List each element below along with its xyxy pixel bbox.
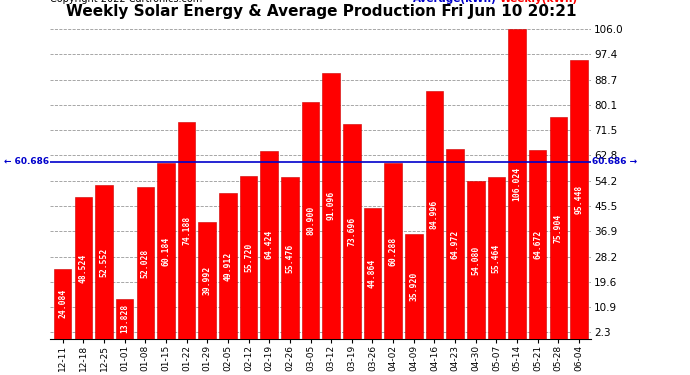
Text: 64.424: 64.424 (265, 230, 274, 260)
Text: 52.028: 52.028 (141, 248, 150, 278)
Title: Weekly Solar Energy & Average Production Fri Jun 10 20:21: Weekly Solar Energy & Average Production… (66, 4, 576, 19)
Text: 95.448: 95.448 (575, 185, 584, 214)
Text: 55.476: 55.476 (286, 243, 295, 273)
Text: 24.084: 24.084 (58, 289, 67, 318)
Text: 44.864: 44.864 (368, 259, 377, 288)
Bar (529, 150, 546, 339)
Bar (240, 176, 257, 339)
Bar (364, 208, 382, 339)
Text: 52.552: 52.552 (99, 248, 108, 277)
Text: 35.920: 35.920 (409, 272, 418, 301)
Bar (116, 298, 133, 339)
Bar (75, 197, 92, 339)
Bar (178, 122, 195, 339)
Bar (199, 222, 216, 339)
Text: 84.996: 84.996 (430, 200, 439, 230)
Bar (219, 193, 237, 339)
Text: 54.080: 54.080 (471, 245, 480, 274)
Bar (137, 187, 154, 339)
Bar (467, 181, 484, 339)
Text: 91.096: 91.096 (326, 191, 335, 220)
Bar (570, 60, 588, 339)
Bar (405, 234, 422, 339)
Text: 55.720: 55.720 (244, 243, 253, 272)
Text: ← 60.686: ← 60.686 (4, 157, 49, 166)
Text: 106.024: 106.024 (513, 167, 522, 201)
Bar (343, 123, 361, 339)
Bar (302, 102, 319, 339)
Bar (157, 163, 175, 339)
Text: 13.828: 13.828 (120, 304, 129, 333)
Text: 60.184: 60.184 (161, 236, 170, 266)
Text: 39.992: 39.992 (203, 266, 212, 295)
Text: Copyright 2022 Cartronics.com: Copyright 2022 Cartronics.com (50, 0, 203, 4)
Bar (446, 149, 464, 339)
Bar (54, 268, 72, 339)
Text: 49.912: 49.912 (224, 251, 233, 280)
Bar (322, 73, 340, 339)
Bar (281, 177, 299, 339)
Text: 73.696: 73.696 (347, 217, 356, 246)
Text: 48.524: 48.524 (79, 254, 88, 283)
Text: 60.686 →: 60.686 → (593, 157, 638, 166)
Bar (260, 151, 278, 339)
Bar (549, 117, 567, 339)
Text: 80.900: 80.900 (306, 206, 315, 236)
Bar (509, 29, 526, 339)
Text: 74.188: 74.188 (182, 216, 191, 245)
Bar (384, 163, 402, 339)
Bar (426, 90, 443, 339)
Text: 55.464: 55.464 (492, 243, 501, 273)
Text: Weekly(kWh): Weekly(kWh) (500, 0, 578, 4)
Bar (488, 177, 505, 339)
Bar (95, 185, 112, 339)
Text: 64.672: 64.672 (533, 230, 542, 259)
Text: Average(kWh): Average(kWh) (413, 0, 497, 4)
Text: 60.288: 60.288 (388, 236, 397, 266)
Text: 75.904: 75.904 (554, 213, 563, 243)
Text: 64.972: 64.972 (451, 230, 460, 259)
